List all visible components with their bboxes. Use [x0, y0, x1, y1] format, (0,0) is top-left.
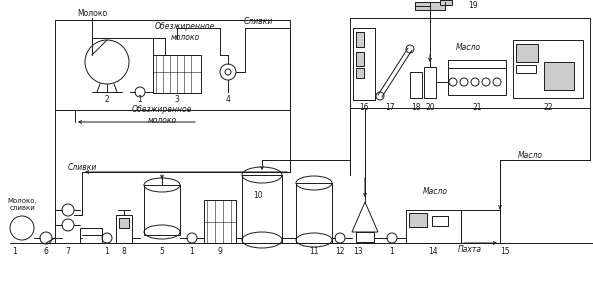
Bar [415, 2, 445, 10]
Text: Молоко: Молоко [77, 10, 107, 19]
Text: 1: 1 [190, 248, 195, 257]
Text: 12: 12 [335, 248, 345, 257]
Bar [424, 67, 436, 98]
Bar [513, 40, 583, 98]
Text: Масло: Масло [518, 151, 543, 160]
Bar [144, 185, 180, 235]
Text: 1: 1 [390, 248, 394, 257]
Bar [80, 228, 102, 243]
Text: 20: 20 [425, 103, 435, 113]
Text: 7: 7 [66, 248, 71, 257]
Text: Пахта: Пахта [458, 246, 482, 254]
Bar [55, 20, 290, 110]
Text: 4: 4 [225, 96, 231, 105]
Text: 14: 14 [428, 248, 438, 257]
Text: 18: 18 [412, 103, 421, 113]
Bar [432, 216, 448, 226]
Bar [544, 62, 574, 90]
Text: 5: 5 [160, 248, 164, 257]
Text: 8: 8 [122, 248, 126, 257]
Bar [409, 213, 427, 227]
Bar [356, 232, 374, 242]
Text: 1: 1 [138, 96, 142, 105]
Text: 3: 3 [174, 96, 180, 105]
Text: 1: 1 [104, 248, 109, 257]
Bar [516, 44, 538, 62]
Bar [516, 65, 536, 73]
Text: 22: 22 [543, 103, 553, 113]
Text: Масло: Масло [455, 43, 480, 52]
Text: 11: 11 [310, 248, 319, 257]
Text: Сливки: Сливки [68, 164, 97, 173]
Text: 1: 1 [12, 248, 17, 257]
Text: 9: 9 [218, 248, 222, 257]
Text: Обезжиренное
молоко: Обезжиренное молоко [155, 22, 215, 42]
Bar [448, 60, 506, 95]
Bar [153, 55, 201, 93]
Text: 6: 6 [43, 248, 49, 257]
Bar [119, 218, 129, 228]
Text: 10: 10 [253, 191, 263, 199]
Text: 21: 21 [472, 103, 482, 113]
Text: 2: 2 [104, 96, 109, 105]
Bar [356, 32, 364, 47]
Bar [440, 0, 452, 5]
Text: 13: 13 [353, 248, 363, 257]
Text: Молоко,
сливки: Молоко, сливки [7, 199, 37, 212]
Bar [116, 215, 132, 243]
Text: 16: 16 [359, 103, 369, 113]
Bar [350, 18, 590, 108]
Bar [406, 210, 461, 243]
Bar [410, 72, 422, 98]
Bar [356, 52, 364, 66]
Text: 19: 19 [468, 1, 477, 10]
Text: Обезжиренное
молоко: Обезжиренное молоко [132, 105, 192, 125]
Text: Сливки: Сливки [243, 17, 273, 27]
Bar [353, 28, 375, 100]
Text: 17: 17 [385, 103, 395, 113]
Bar [242, 175, 282, 243]
Bar [296, 183, 332, 243]
Bar [356, 68, 364, 78]
Bar [204, 200, 236, 243]
Text: Масло: Масло [422, 188, 448, 197]
Text: 15: 15 [500, 248, 510, 257]
